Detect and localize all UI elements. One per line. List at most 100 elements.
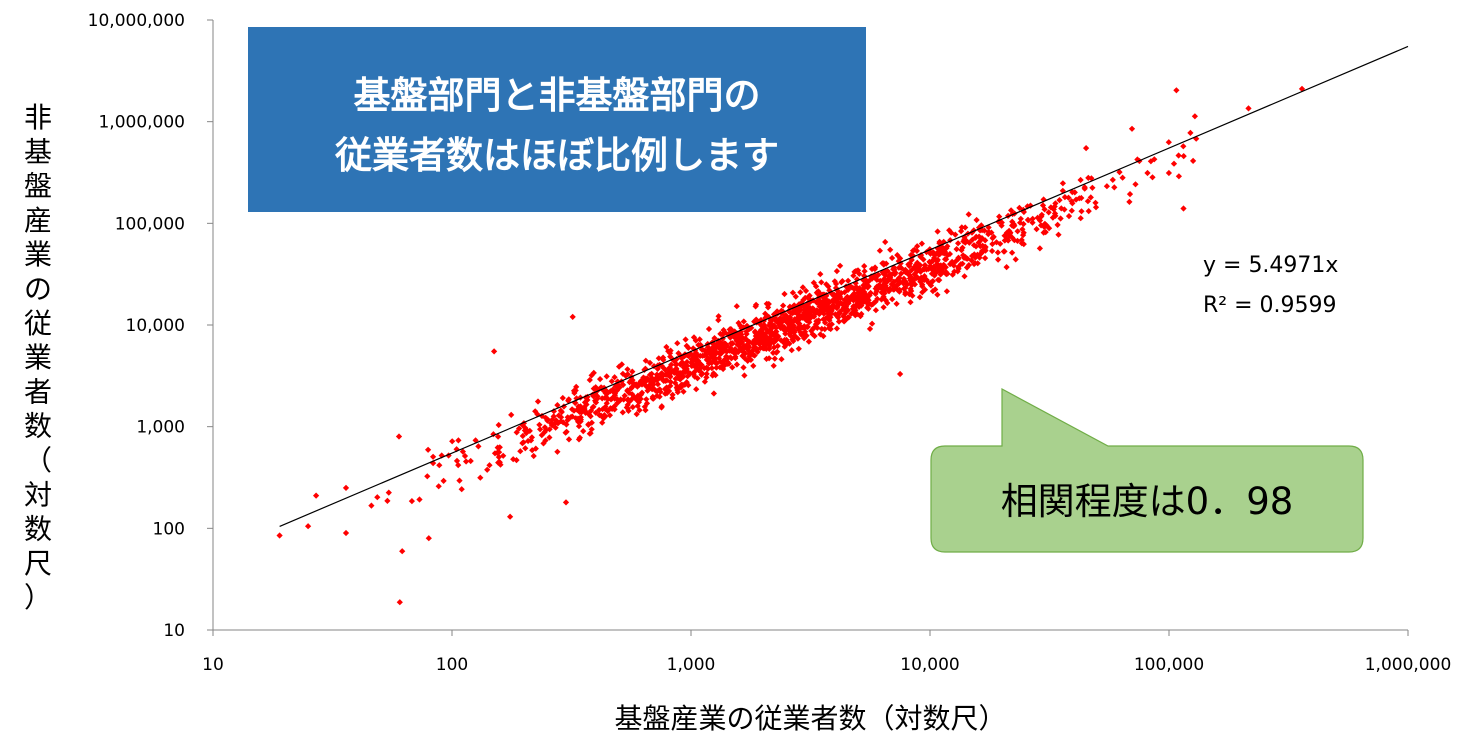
scatter-point <box>1068 207 1075 214</box>
scatter-point <box>694 375 701 382</box>
scatter-point <box>1043 222 1050 229</box>
x-tick-label: 100 <box>436 655 468 675</box>
trendline-equation: y = 5.4971x <box>1203 253 1338 278</box>
scatter-point <box>876 247 884 254</box>
scatter-point <box>961 273 968 280</box>
scatter-point <box>747 356 755 364</box>
scatter-point <box>965 211 972 218</box>
scatter-point <box>425 535 432 542</box>
scatter-point <box>817 270 824 278</box>
scatter-point <box>1132 181 1139 188</box>
scatter-point <box>867 289 874 297</box>
scatter-point <box>550 413 557 420</box>
scatter-point <box>424 446 432 453</box>
scatter-point <box>845 314 852 321</box>
scatter-point <box>484 466 491 473</box>
scatter-point <box>805 338 813 345</box>
scatter-point <box>554 420 562 427</box>
scatter-point <box>822 304 830 311</box>
scatter-point <box>396 599 403 606</box>
scatter-point <box>1051 210 1059 217</box>
scatter-point <box>959 252 967 259</box>
scatter-point <box>1054 221 1061 229</box>
scatter-point <box>1187 129 1194 137</box>
scatter-point <box>1085 207 1092 215</box>
scatter-point <box>973 216 980 224</box>
scatter-point <box>834 299 841 306</box>
scatter-point <box>440 477 447 485</box>
scatter-point <box>763 300 770 307</box>
scatter-point <box>994 249 1002 256</box>
scatter-point <box>705 325 713 333</box>
scatter-point <box>1033 225 1040 233</box>
scatter-point <box>490 348 498 355</box>
scatter-point <box>1144 169 1151 177</box>
scatter-point <box>678 355 685 362</box>
scatter-point <box>727 354 734 361</box>
scatter-point <box>833 325 841 332</box>
scatter-point <box>802 314 810 321</box>
scatter-point <box>562 499 570 506</box>
scatter-point <box>1084 198 1092 205</box>
scatter-point <box>931 251 938 258</box>
scatter-point <box>395 433 403 440</box>
scatter-point <box>1045 209 1052 216</box>
scatter-point <box>486 462 493 469</box>
scatter-point <box>865 305 872 312</box>
scatter-point <box>1057 215 1064 222</box>
scatter-point <box>681 367 689 374</box>
scatter-point <box>643 400 651 407</box>
scatter-point <box>534 398 542 405</box>
scatter-point <box>772 324 780 332</box>
scatter-point <box>619 409 626 416</box>
scatter-point <box>494 433 502 440</box>
scatter-point <box>455 461 462 469</box>
scatter-point <box>1189 157 1197 165</box>
scatter-point <box>794 319 802 327</box>
scatter-point <box>276 532 283 539</box>
x-tick-label: 100,000 <box>1134 655 1204 675</box>
scatter-point <box>693 386 700 393</box>
scatter-point <box>733 303 740 310</box>
scatter-point <box>934 276 942 284</box>
x-tick-label: 1,000 <box>667 655 716 675</box>
scatter-point <box>564 414 571 421</box>
scatter-point <box>875 282 882 290</box>
scatter-point <box>788 347 795 354</box>
scatter-point <box>1078 208 1085 215</box>
scatter-point <box>896 286 903 293</box>
scatter-point <box>802 287 810 295</box>
scatter-point <box>1092 199 1099 206</box>
y-tick-label: 1,000 <box>136 418 185 438</box>
scatter-point <box>1024 216 1032 224</box>
scatter-point <box>1082 144 1090 152</box>
scatter-point <box>855 296 862 303</box>
y-tick-label: 100 <box>153 519 185 539</box>
title-callout: 基盤部門と非基盤部門の 従業者数はほぼ比例します <box>248 27 866 212</box>
scatter-point <box>563 428 570 435</box>
scatter-point <box>942 268 950 276</box>
scatter-point <box>808 327 815 335</box>
scatter-point <box>752 301 760 308</box>
scatter-point <box>799 284 807 291</box>
scatter-point <box>588 426 595 433</box>
scatter-point <box>569 313 576 321</box>
scatter-point <box>1039 202 1047 209</box>
scatter-point <box>477 474 484 481</box>
scatter-point <box>766 345 773 353</box>
scatter-point <box>797 289 804 296</box>
scatter-point <box>624 366 631 373</box>
data-points <box>276 85 1306 606</box>
y-tick-label: 10,000,000 <box>88 11 185 31</box>
r-squared-label: R² = 0.9599 <box>1203 293 1337 318</box>
scatter-point <box>698 371 705 378</box>
scatter-point <box>919 283 926 290</box>
scatter-point <box>435 483 442 490</box>
scatter-point <box>1180 143 1187 150</box>
scatter-point <box>713 341 720 349</box>
scatter-point <box>667 373 674 381</box>
scatter-point <box>882 297 889 304</box>
scatter-point <box>896 370 904 378</box>
scatter-point <box>707 350 714 358</box>
